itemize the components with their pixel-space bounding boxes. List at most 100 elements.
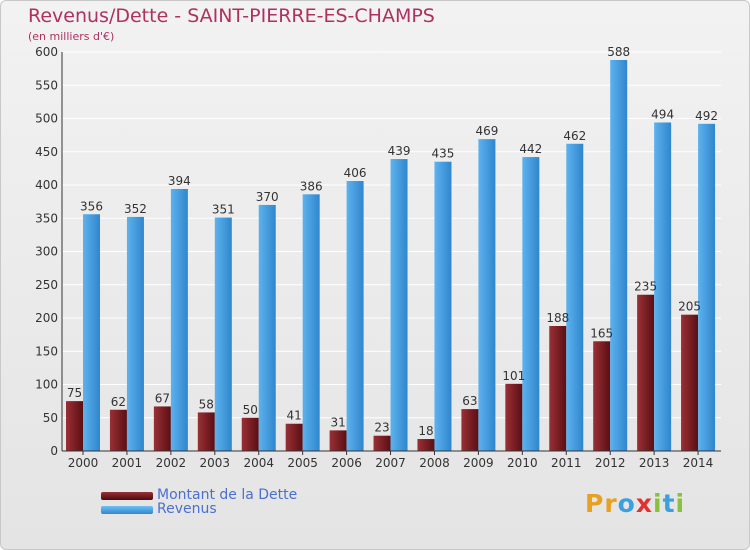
proxiti-logo: Proxiti [585,489,685,518]
y-tick-label: 250 [35,278,58,292]
legend-label-debt: Montant de la Dette [157,487,298,503]
data-label-debt: 188 [546,311,569,325]
chart-title: Revenus/Dette - SAINT-PIERRE-ES-CHAMPS [28,5,435,27]
labels-layer: 75 356 62 352 67 394 58 351 50 370 41 386 31 406 23 439… [67,45,718,438]
bar-debt [329,430,347,451]
logo-letter: i [653,489,663,518]
bar-debt [593,341,611,451]
x-tick-label: 2006 [331,456,362,470]
data-label-debt: 205 [678,300,701,314]
bar-revenue [390,159,408,451]
bar-revenue [566,143,584,451]
data-label-debt: 63 [462,394,477,408]
x-tick-label: 2008 [419,456,450,470]
bar-revenue [654,122,672,452]
bar-debt [549,325,567,451]
data-label-debt: 18 [418,424,433,438]
legend-label-revenue: Revenus [157,501,217,517]
x-tick-label: 2011 [551,456,582,470]
data-label-revenue: 462 [563,129,586,143]
x-tick-label: 2009 [463,456,494,470]
chart-subtitle: (en milliers d'€) [28,30,115,43]
legend-item-debt: Montant de la Dette [101,487,421,503]
data-label-revenue: 494 [651,107,674,121]
y-tick-label: 600 [35,45,58,59]
bar-debt [241,417,259,451]
data-label-revenue: 386 [300,179,323,193]
data-label-debt: 41 [287,409,302,423]
x-tick-label: 2003 [200,456,231,470]
bar-revenue [302,194,320,451]
bar-revenue [170,188,188,452]
data-label-revenue: 435 [432,147,455,161]
bar-debt [373,435,391,451]
bar-debt [505,383,523,451]
bar-revenue [83,214,100,451]
bar-debt [109,409,127,451]
y-tick-label: 0 [50,444,58,458]
bar-revenue [126,216,144,451]
x-tick-label: 2007 [375,456,406,470]
axis-layer: 0501001502002503003504004505005506002000… [35,45,721,470]
data-label-revenue: 356 [80,199,103,213]
data-label-debt: 101 [502,369,525,383]
bar-debt [153,406,171,451]
bar-revenue [258,204,276,451]
data-label-revenue: 442 [519,142,542,156]
bar-debt [417,439,435,451]
bar-revenue [698,123,716,451]
x-tick-label: 2013 [639,456,670,470]
logo-letter: P [585,489,605,518]
data-label-debt: 31 [330,415,345,429]
x-tick-label: 2005 [287,456,318,470]
data-label-debt: 50 [243,403,258,417]
data-label-revenue: 469 [475,124,498,138]
logo-letter: o [617,489,636,518]
logo-letter: x [635,489,653,518]
data-label-revenue: 394 [168,174,191,188]
y-tick-label: 100 [35,378,58,392]
data-label-revenue: 370 [256,190,279,204]
data-label-debt: 62 [111,395,126,409]
legend-item-revenue: Revenus [101,501,421,517]
bar-debt [681,314,699,451]
bar-debt [66,401,83,451]
x-tick-label: 2000 [68,456,99,470]
y-tick-label: 550 [35,78,58,92]
bar-debt [197,412,215,451]
x-tick-label: 2012 [595,456,626,470]
y-tick-label: 500 [35,112,58,126]
y-tick-label: 350 [35,211,58,225]
x-tick-label: 2014 [683,456,714,470]
x-tick-label: 2010 [507,456,538,470]
data-label-debt: 75 [67,386,82,400]
y-tick-label: 50 [43,411,58,425]
bar-debt [637,294,655,451]
data-label-revenue: 439 [388,144,411,158]
y-tick-label: 450 [35,145,58,159]
bar-revenue [214,217,232,451]
logo-letter: r [604,489,618,518]
legend-swatch-revenue [101,506,153,514]
x-tick-label: 2001 [112,456,143,470]
data-label-debt: 58 [199,397,214,411]
y-tick-label: 300 [35,245,58,259]
data-label-revenue: 406 [344,166,367,180]
legend-swatch-debt [101,492,153,500]
data-label-debt: 165 [590,326,613,340]
y-tick-label: 200 [35,311,58,325]
x-tick-label: 2002 [156,456,187,470]
data-label-revenue: 352 [124,202,147,216]
data-label-debt: 23 [374,421,389,435]
x-tick-label: 2004 [243,456,274,470]
data-label-revenue: 588 [607,45,630,59]
bar-revenue [522,157,540,451]
y-tick-label: 400 [35,178,58,192]
bar-revenue [610,59,628,451]
bars-layer [66,59,716,452]
bar-debt [285,423,303,451]
data-label-debt: 67 [155,391,170,405]
bar-revenue [346,181,364,451]
